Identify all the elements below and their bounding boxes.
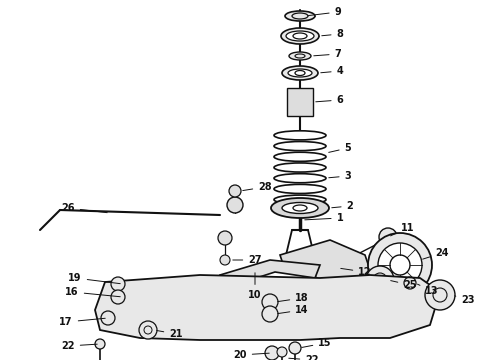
- Circle shape: [262, 306, 278, 322]
- Text: 24: 24: [423, 248, 449, 259]
- Circle shape: [139, 321, 157, 339]
- Text: 26: 26: [61, 203, 107, 213]
- Circle shape: [368, 233, 432, 297]
- Circle shape: [227, 197, 243, 213]
- Text: 13: 13: [417, 284, 439, 296]
- Circle shape: [111, 277, 125, 291]
- Circle shape: [265, 346, 279, 360]
- Text: 11: 11: [391, 223, 415, 236]
- Text: 9: 9: [308, 7, 342, 17]
- Ellipse shape: [289, 52, 311, 60]
- Text: 28: 28: [243, 182, 272, 192]
- Text: 22: 22: [289, 355, 319, 360]
- Circle shape: [218, 231, 232, 245]
- Circle shape: [220, 255, 230, 265]
- Circle shape: [379, 228, 397, 246]
- Circle shape: [101, 311, 115, 325]
- Text: 4: 4: [321, 66, 343, 76]
- Text: 25: 25: [391, 280, 417, 290]
- Ellipse shape: [288, 69, 312, 77]
- Circle shape: [262, 294, 278, 310]
- Text: 7: 7: [314, 49, 342, 59]
- Text: 10: 10: [248, 273, 262, 300]
- Text: 5: 5: [329, 143, 351, 153]
- Text: 17: 17: [59, 317, 105, 327]
- Text: 18: 18: [278, 293, 309, 303]
- Text: 23: 23: [455, 295, 475, 305]
- Ellipse shape: [281, 28, 319, 44]
- Text: 27: 27: [233, 255, 262, 265]
- Circle shape: [95, 339, 105, 349]
- Ellipse shape: [282, 202, 318, 213]
- Text: 1: 1: [305, 213, 343, 223]
- Ellipse shape: [282, 66, 318, 80]
- Ellipse shape: [286, 31, 314, 41]
- Text: 6: 6: [316, 95, 343, 105]
- Circle shape: [111, 290, 125, 304]
- Text: 20: 20: [233, 350, 269, 360]
- Text: 8: 8: [322, 29, 343, 39]
- Text: 19: 19: [68, 273, 120, 284]
- Text: 2: 2: [332, 201, 353, 211]
- Text: 16: 16: [65, 287, 120, 297]
- Polygon shape: [220, 260, 320, 288]
- Circle shape: [229, 185, 241, 197]
- Text: 3: 3: [329, 171, 351, 181]
- Ellipse shape: [285, 11, 315, 21]
- Text: 22: 22: [61, 341, 97, 351]
- Text: 12: 12: [341, 267, 372, 277]
- Text: 14: 14: [278, 305, 309, 315]
- Circle shape: [289, 342, 301, 354]
- Ellipse shape: [271, 198, 329, 218]
- Text: 15: 15: [302, 338, 332, 348]
- Circle shape: [425, 280, 455, 310]
- Text: 21: 21: [157, 329, 183, 339]
- Circle shape: [366, 266, 394, 294]
- Polygon shape: [95, 275, 440, 340]
- Polygon shape: [280, 240, 370, 285]
- Circle shape: [378, 243, 422, 287]
- Circle shape: [277, 347, 287, 357]
- Bar: [287, 88, 313, 116]
